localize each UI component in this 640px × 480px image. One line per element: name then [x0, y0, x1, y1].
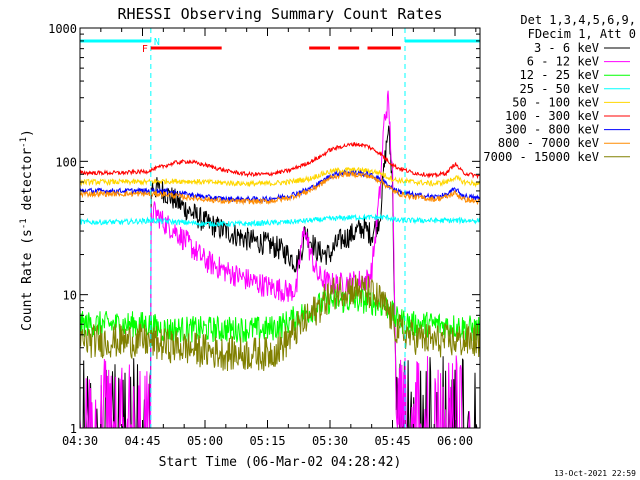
y-axis-label-mid: detector — [20, 148, 35, 219]
x-tick-label: 05:30 — [312, 434, 348, 448]
y-axis-label-start: Count Rate (s — [20, 229, 35, 331]
y-axis-label-exp2: -1 — [19, 137, 29, 148]
x-tick-label: 05:00 — [187, 434, 223, 448]
x-tick-label: 05:15 — [249, 434, 285, 448]
y-tick-label: 1000 — [48, 22, 77, 36]
x-tick-label: 06:00 — [437, 434, 473, 448]
y-axis-label-end: ) — [20, 129, 35, 137]
y-axis-label: Count Rate (s-1 detector-1) — [19, 129, 35, 331]
night-flag-label: N — [154, 37, 160, 48]
plot-frame — [79, 27, 481, 429]
x-tick-label: 04:45 — [124, 434, 160, 448]
series-line-1 — [79, 90, 480, 429]
series-line-3 — [79, 213, 481, 228]
legend-label: 300 - 800 keV — [505, 123, 599, 137]
legend-label: 100 - 300 keV — [505, 109, 599, 123]
legend-header-line-1: Det 1,3,4,5,6,9, — [520, 13, 636, 27]
series-line-4 — [79, 166, 481, 188]
legend-label: 7000 - 15000 keV — [483, 150, 599, 164]
legend-label: 3 - 6 keV — [534, 41, 599, 55]
x-axis-label: Start Time (06-Mar-02 04:28:42) — [159, 455, 402, 470]
legend-label: 25 - 50 keV — [520, 82, 599, 96]
y-tick-label: 100 — [55, 155, 77, 169]
chart-title: RHESSI Observing Summary Count Rates — [117, 5, 442, 23]
series-line-7 — [79, 170, 481, 206]
legend-label: 800 - 7000 keV — [498, 136, 599, 150]
legend-label: 50 - 100 keV — [512, 95, 599, 109]
series-line-8 — [79, 274, 481, 372]
flare-flag-label: F — [142, 44, 148, 55]
series-line-5 — [79, 141, 481, 180]
legend-label: 12 - 25 keV — [520, 68, 599, 82]
legend-label: 6 - 12 keV — [527, 55, 599, 69]
y-tick-label: 10 — [63, 289, 77, 303]
x-tick-label: 05:45 — [374, 434, 410, 448]
x-tick-label: 04:30 — [62, 434, 98, 448]
series-line-6 — [79, 169, 481, 204]
legend: Det 1,3,4,5,6,9, FDecim 1, Att 0 3 - 6 k… — [483, 13, 636, 164]
footer-timestamp: 13-Oct-2021 22:59 — [554, 469, 636, 478]
plot-area: NF 04:30 04:45 05:00 05:15 05:30 05:45 06:00 1 10… — [48, 22, 481, 448]
y-axis-label-exp1: -1 — [19, 218, 29, 229]
legend-header-line-2: FDecim 1, Att 0 — [528, 27, 636, 41]
y-tick-label: 1 — [70, 422, 77, 436]
